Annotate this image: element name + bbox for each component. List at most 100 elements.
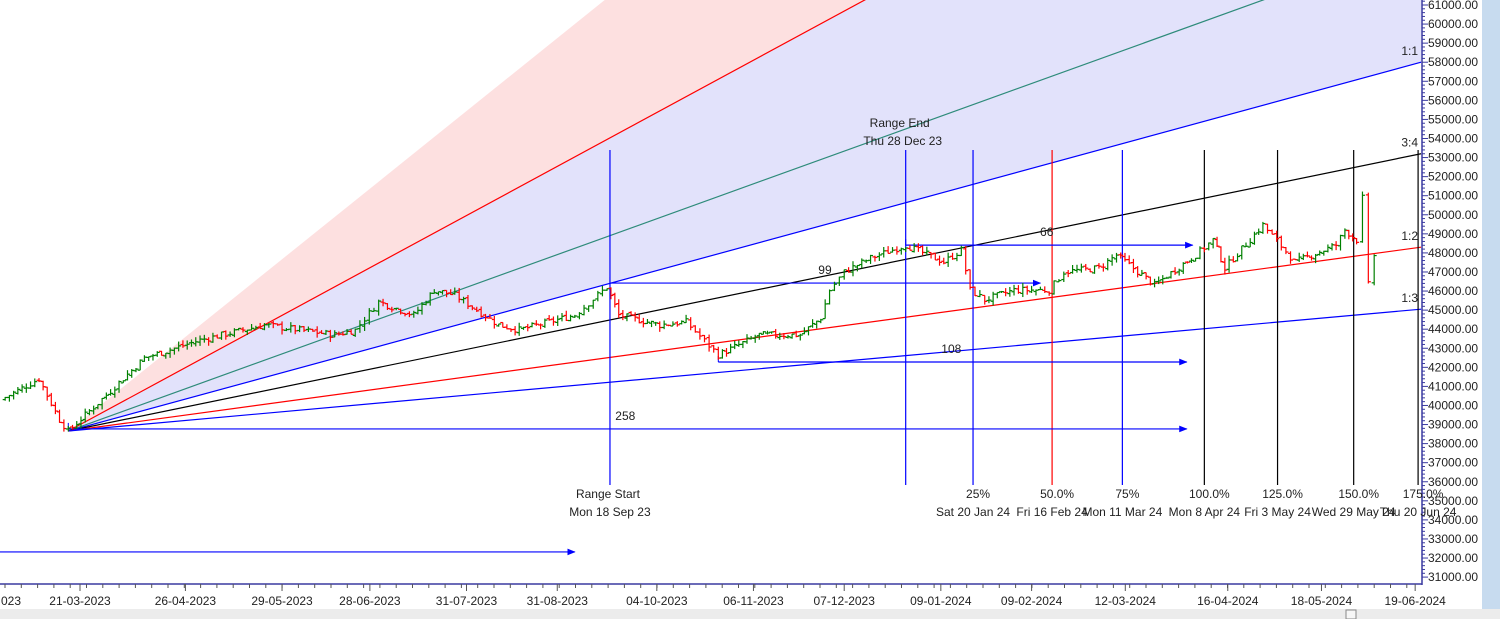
price-bar (644, 318, 650, 325)
y-tick-label: 32000.00 (1428, 551, 1478, 565)
price-bar (1143, 272, 1149, 280)
price-bar (393, 307, 399, 311)
fan-label: 1:1 (1401, 44, 1418, 58)
price-bar (141, 355, 147, 362)
price-bar (146, 356, 152, 362)
price-bar (937, 255, 943, 266)
price-bar (1235, 253, 1241, 262)
price-bar (103, 392, 109, 400)
price-bar (736, 340, 742, 347)
price-bar (756, 332, 762, 340)
price-bar (402, 312, 408, 317)
price-bar (572, 314, 578, 318)
price-bar (310, 328, 316, 332)
bottom-scroll-bar[interactable] (0, 609, 1500, 619)
time-projection-pct: 175.0% (1403, 487, 1444, 501)
price-bar (764, 330, 770, 335)
fan-line-1:2 (68, 246, 1422, 432)
price-bar (898, 247, 904, 255)
price-bar (154, 351, 160, 357)
price-bar (1176, 268, 1182, 276)
price-bar (1342, 228, 1348, 239)
price-bar (752, 334, 758, 343)
price-bar (206, 337, 212, 346)
price-bar (99, 397, 105, 410)
y-tick-label: 46000.00 (1428, 284, 1478, 298)
price-bar (1288, 251, 1294, 264)
price-bar (362, 316, 368, 331)
price-bar (1197, 246, 1203, 260)
price-bar (616, 299, 622, 319)
price-bar (529, 322, 535, 328)
time-projection-pct: 125.0% (1262, 487, 1303, 501)
price-bar (314, 326, 320, 338)
price-bar (1210, 237, 1216, 249)
price-bar (1156, 276, 1162, 285)
price-bar (711, 344, 717, 353)
price-bar (1338, 234, 1344, 251)
price-bar (1139, 269, 1145, 276)
price-bar (1065, 270, 1071, 278)
x-tick-label: 26-04-2023 (155, 594, 217, 608)
price-bar (61, 419, 67, 432)
price-bar (275, 323, 281, 326)
price-bar (628, 311, 634, 316)
price-bar (872, 255, 878, 262)
y-tick-label: 61000.00 (1428, 0, 1478, 12)
price-bar (793, 330, 799, 338)
y-tick-label: 58000.00 (1428, 55, 1478, 69)
x-tick-label: 07-12-2023 (814, 594, 876, 608)
price-bar (657, 321, 663, 332)
bar-count-label: 108 (941, 342, 961, 356)
price-bar (1365, 192, 1371, 284)
price-bar (32, 378, 38, 388)
price-bar (683, 314, 689, 324)
price-bar (636, 314, 642, 324)
price-bar (1206, 242, 1212, 251)
x-tick-label: 18-05-2024 (1291, 594, 1353, 608)
y-tick-label: 47000.00 (1428, 265, 1478, 279)
price-bar (831, 281, 837, 292)
price-bar (706, 334, 712, 352)
bar-count-label: 99 (818, 263, 832, 277)
price-bar (1056, 279, 1062, 283)
price-bar (876, 252, 882, 261)
price-bar (227, 331, 233, 337)
y-tick-label: 33000.00 (1428, 532, 1478, 546)
price-bar (74, 421, 80, 429)
price-bar (1251, 231, 1257, 245)
x-tick-label: 16-04-2024 (1197, 594, 1259, 608)
price-bar (967, 269, 973, 290)
y-tick-label: 44000.00 (1428, 322, 1478, 336)
price-bar (487, 314, 493, 319)
x-tick-label: 04-10-2023 (626, 594, 688, 608)
price-bar (236, 327, 242, 331)
price-bar (411, 310, 417, 318)
price-bar (1172, 267, 1178, 275)
x-tick-label: 12-03-2024 (1095, 594, 1157, 608)
price-bar (612, 292, 618, 308)
price-bar (70, 424, 76, 430)
price-bar (789, 333, 795, 339)
y-tick-label: 51000.00 (1428, 189, 1478, 203)
fan-label: 3:4 (1401, 136, 1418, 150)
fan-line-1:3 (68, 308, 1422, 432)
y-tick-label: 37000.00 (1428, 456, 1478, 470)
price-bar (112, 386, 118, 398)
price-bar (52, 401, 58, 415)
price-bar (1109, 254, 1115, 266)
scroll-thumb[interactable] (1345, 609, 1357, 619)
price-bar (520, 326, 526, 330)
bar-count-label: 66 (1040, 225, 1054, 239)
price-bar (525, 323, 531, 332)
price-bar (431, 289, 437, 294)
price-bar (1222, 257, 1228, 275)
price-bar (1061, 271, 1067, 282)
price-bar (1296, 252, 1302, 262)
price-bar (1313, 253, 1319, 264)
price-bar (28, 381, 34, 389)
price-bar (380, 298, 386, 307)
time-projection-pct: 50.0% (1040, 487, 1074, 501)
price-bar (881, 247, 887, 258)
